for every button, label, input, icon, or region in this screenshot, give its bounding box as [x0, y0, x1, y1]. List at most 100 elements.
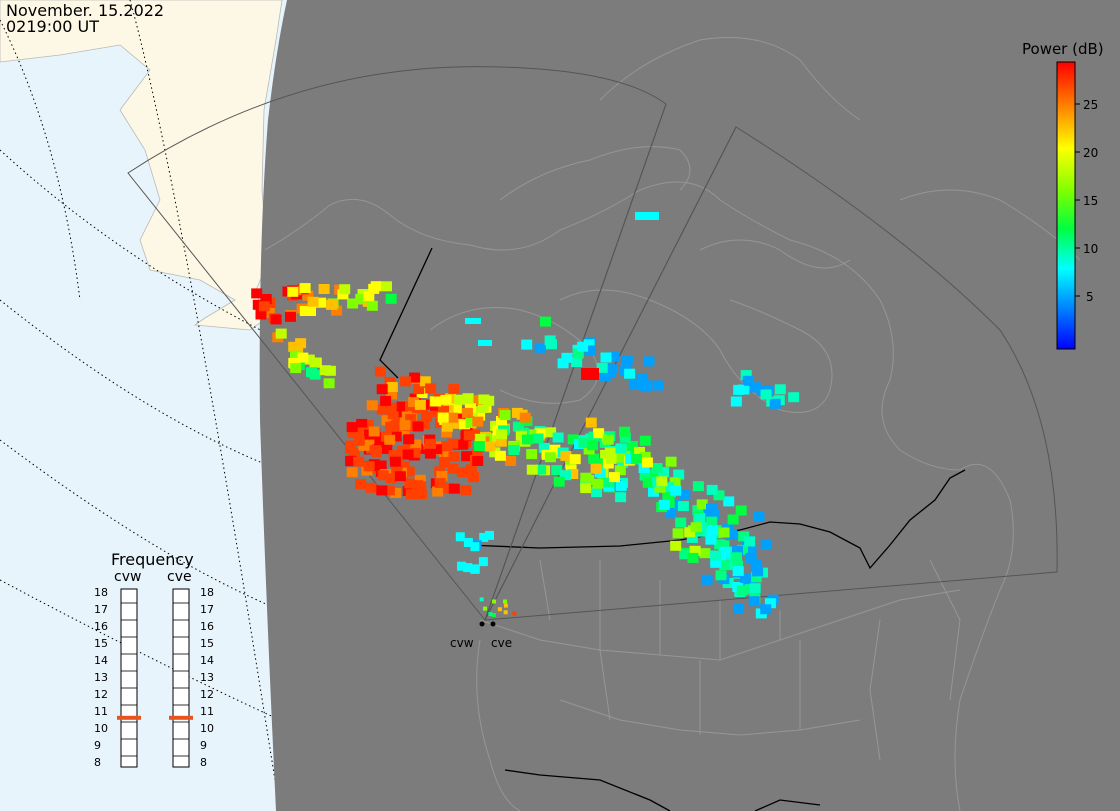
scatter-cell [567, 469, 579, 479]
scatter-cell [604, 447, 616, 458]
scatter-cell [394, 471, 406, 482]
scatter-cell [470, 542, 480, 552]
scatter-cell [707, 509, 719, 520]
scatter-cell [363, 291, 375, 302]
scatter-cell [419, 376, 431, 387]
scatter-cell [402, 449, 414, 460]
scatter-cell [432, 486, 444, 497]
scatter-cell [748, 596, 760, 607]
scatter-cell [503, 599, 507, 604]
scatter-cell [355, 294, 367, 304]
scatter-cell [774, 384, 786, 395]
scatter-cell [448, 451, 460, 462]
scatter-cell [403, 439, 415, 450]
scatter-cell [492, 599, 496, 604]
scatter-cell [472, 456, 484, 466]
scatter-cell [591, 487, 602, 498]
scatter-cell [306, 367, 317, 378]
scatter-cell [419, 419, 430, 430]
scatter-cell [670, 499, 682, 510]
scatter-cell [587, 440, 599, 451]
scatter-cell [260, 294, 272, 304]
coastlines [264, 37, 1081, 811]
radar-label-cve: cve [491, 636, 512, 650]
scatter-cell [463, 430, 475, 441]
scatter-cell [608, 351, 620, 362]
scatter-cell [679, 549, 691, 560]
scatter-cell [251, 288, 263, 299]
scatter-cell [255, 309, 267, 320]
scatter-cell [368, 283, 380, 294]
scatter-cell [494, 450, 506, 461]
scatter-cell [463, 563, 473, 573]
scatter-cell [430, 396, 442, 407]
scatter-cell [658, 499, 670, 510]
scatter-cell [718, 546, 730, 557]
scatter-cell [319, 365, 331, 376]
scatter-cell [384, 434, 396, 445]
scatter-cell [442, 451, 454, 462]
scatter-cell [526, 464, 538, 475]
scatter-cell [732, 545, 743, 556]
scatter-cell [478, 394, 490, 405]
scatter-cell [549, 444, 561, 455]
scatter-cell [750, 572, 762, 583]
scatter-cell [519, 412, 531, 423]
scatter-cell [497, 607, 502, 612]
scatter-cell [701, 574, 713, 585]
scatter-cell [408, 397, 420, 408]
frequency-scale-label: 13 [94, 671, 108, 684]
scatter-cell [515, 430, 527, 441]
scatter-cell [412, 421, 424, 432]
scatter-cell [448, 383, 460, 394]
scatter-cell [672, 528, 684, 539]
scatter-cell [727, 514, 739, 525]
scatter-cell [731, 552, 742, 563]
frequency-scale-label: 11 [200, 705, 214, 718]
scatter-cell [769, 398, 781, 409]
scatter-cell [572, 348, 584, 359]
scatter-cell [753, 512, 765, 522]
scatter-cell [488, 612, 493, 617]
scatter-cell [505, 456, 517, 466]
scatter-cell [441, 421, 453, 432]
scatter-cell [381, 281, 392, 292]
frequency-scale-label: 16 [94, 620, 108, 633]
frequency-scale-label: 10 [200, 722, 214, 735]
scatter-cell [615, 443, 627, 454]
scatter-cell [715, 570, 727, 581]
scatter-cell [496, 429, 508, 440]
scatter-cell [288, 341, 300, 352]
scatter-cell [615, 492, 627, 503]
scatter-cell [690, 522, 702, 533]
scatter-cell [532, 433, 544, 444]
scatter-cell [738, 531, 750, 542]
scatter-cell [366, 400, 378, 411]
scatter-cell [606, 364, 618, 375]
scatter-cell [307, 296, 319, 307]
frequency-scale-label: 10 [94, 722, 108, 735]
scatter-cell [305, 306, 316, 316]
scatter-cell [443, 483, 454, 494]
scatter-cell [409, 372, 421, 383]
scatter-cell [438, 405, 449, 416]
scatter-cell [479, 597, 484, 602]
scatter-cell [567, 434, 579, 445]
scatter-cell [535, 464, 546, 475]
scatter-cell [377, 470, 389, 481]
scatter-cell [347, 298, 359, 309]
frequency-scale-label: 17 [94, 603, 108, 616]
scatter-cell [540, 316, 551, 327]
scatter-cell [698, 522, 710, 533]
frequency-scale-label: 18 [94, 586, 108, 599]
scatter-cell [760, 539, 772, 550]
scatter-cell [484, 441, 496, 452]
scatter-cell [718, 540, 730, 551]
scatter-cell [499, 410, 511, 421]
colorbar-tick: 5 [1086, 290, 1094, 304]
scatter-cell [339, 284, 351, 295]
scatter-cell [465, 418, 477, 428]
scatter-cell [706, 484, 718, 495]
scatter-cell [581, 368, 599, 380]
scatter-cell [258, 301, 270, 312]
